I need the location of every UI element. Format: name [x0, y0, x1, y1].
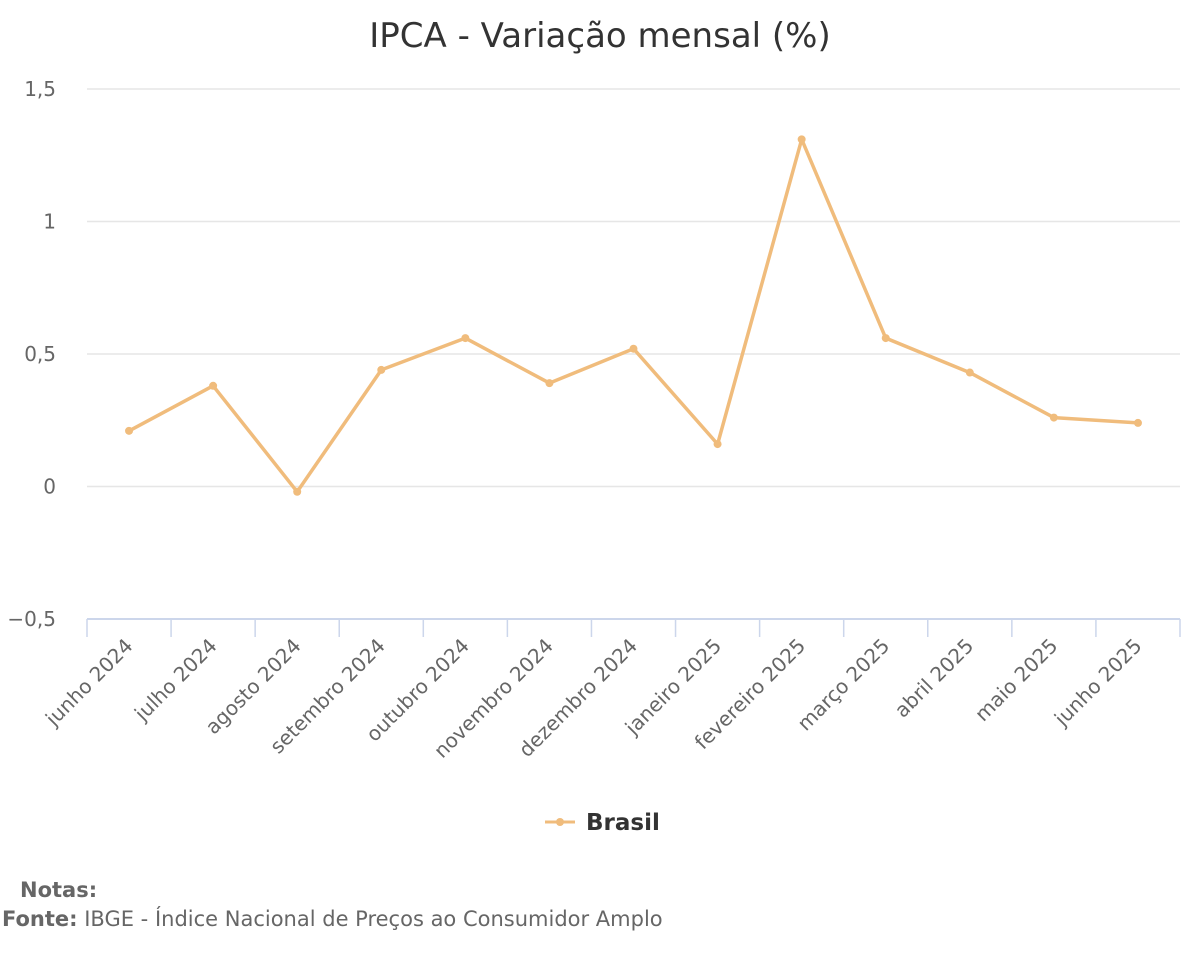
x-tick-label: junho 2025 — [1049, 634, 1147, 732]
series-line — [127, 137, 1140, 494]
data-point[interactable] — [629, 344, 638, 353]
y-tick-label: 1,5 — [24, 77, 56, 101]
series-layer — [125, 135, 1142, 496]
y-tick-label: 0 — [43, 475, 56, 499]
data-point[interactable] — [293, 487, 302, 496]
y-tick-label: −0,5 — [7, 607, 56, 631]
data-point[interactable] — [965, 368, 974, 377]
data-point[interactable] — [125, 426, 134, 435]
x-tick-label: maio 2025 — [970, 634, 1062, 726]
source-label: Fonte: — [2, 907, 78, 931]
source-text: IBGE - Índice Nacional de Preços ao Cons… — [77, 907, 663, 931]
series-brasil — [125, 135, 1142, 496]
data-point[interactable] — [1133, 418, 1142, 427]
data-point[interactable] — [713, 440, 722, 449]
chart-title: IPCA - Variação mensal (%) — [369, 16, 831, 56]
gridlines — [87, 88, 1180, 488]
data-point[interactable] — [377, 365, 386, 374]
x-tick-label: junho 2024 — [40, 634, 138, 732]
ipca-line-chart: IPCA - Variação mensal (%) −0,500,511,5 … — [7, 16, 1181, 836]
legend-label-brasil: Brasil — [586, 810, 660, 836]
y-tick-label: 0,5 — [24, 342, 56, 366]
legend[interactable]: Brasil — [545, 810, 660, 836]
data-point[interactable] — [545, 379, 554, 388]
data-point[interactable] — [461, 334, 470, 343]
x-tick-label: abril 2025 — [890, 634, 979, 723]
y-axis: −0,5 0 0,5 1 1,5 — [7, 77, 56, 631]
legend-symbol-marker — [556, 818, 564, 826]
source-line: Fonte: IBGE - Índice Nacional de Preços … — [2, 907, 663, 931]
y-tick-label: 1 — [43, 210, 56, 234]
data-point[interactable] — [209, 381, 218, 390]
notes-label: Notas: — [20, 878, 98, 902]
data-point[interactable] — [797, 135, 806, 144]
data-point[interactable] — [1049, 413, 1058, 422]
data-point[interactable] — [881, 334, 890, 343]
x-tick-label: julho 2024 — [129, 634, 222, 727]
